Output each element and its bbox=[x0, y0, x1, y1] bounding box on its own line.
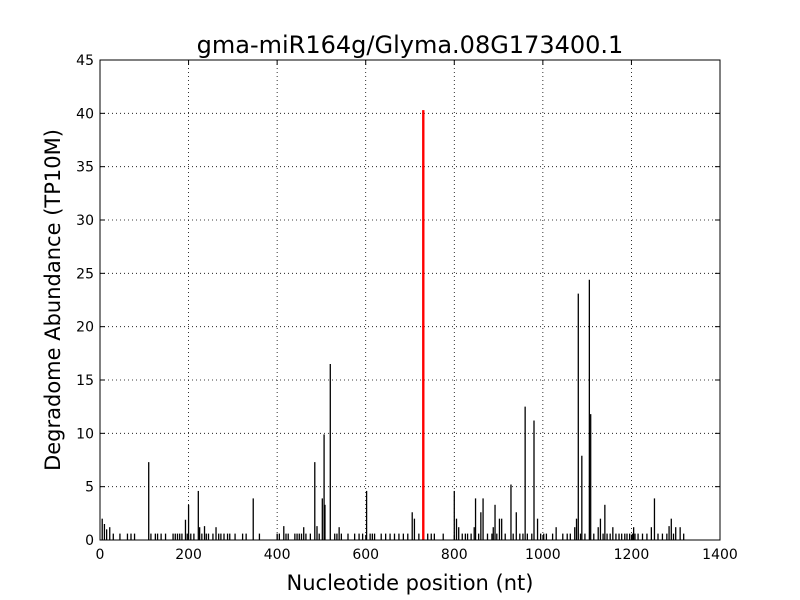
x-tick-label: 200 bbox=[175, 547, 202, 563]
y-tick-label: 45 bbox=[76, 53, 94, 69]
x-axis-label: Nucleotide position (nt) bbox=[287, 571, 534, 595]
x-tick-label: 600 bbox=[352, 547, 379, 563]
x-tick-label: 1000 bbox=[525, 547, 561, 563]
chart-title: gma-miR164g/Glyma.08G173400.1 bbox=[197, 31, 624, 59]
bars bbox=[101, 110, 685, 540]
y-tick-label: 5 bbox=[85, 480, 94, 496]
x-tick-label: 800 bbox=[441, 547, 468, 563]
y-tick-label: 30 bbox=[76, 213, 94, 229]
grid bbox=[100, 60, 720, 540]
ticks: 0 200 400 600 800 1000 1200 1400 0 5 10 15 20 25 30 35 4… bbox=[76, 53, 738, 563]
x-tick-label: 1400 bbox=[702, 547, 738, 563]
y-tick-label: 10 bbox=[76, 426, 94, 442]
plot-frame bbox=[99, 59, 721, 541]
x-tick-label: 1200 bbox=[614, 547, 650, 563]
y-tick-label: 35 bbox=[76, 160, 94, 176]
y-axis-label: Degradome Abundance (TP10M) bbox=[41, 129, 65, 471]
x-tick-label: 400 bbox=[264, 547, 291, 563]
y-tick-label: 0 bbox=[85, 533, 94, 549]
x-tick-label: 0 bbox=[96, 547, 105, 563]
y-tick-label: 25 bbox=[76, 266, 94, 282]
y-tick-label: 15 bbox=[76, 373, 94, 389]
y-tick-label: 20 bbox=[76, 320, 94, 336]
y-tick-label: 40 bbox=[76, 106, 94, 122]
